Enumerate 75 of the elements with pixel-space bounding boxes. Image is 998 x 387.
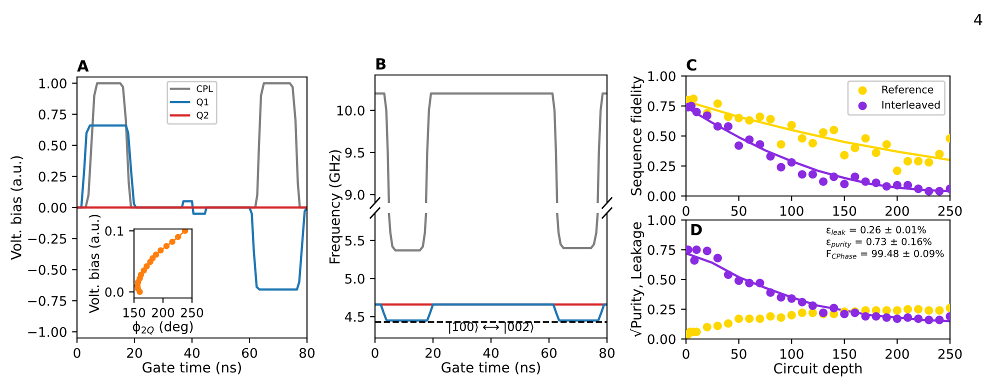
x-tick-label: 20 bbox=[127, 348, 142, 358]
y-tick-label: 0.25 bbox=[648, 161, 676, 172]
x-tick-label: 50 bbox=[731, 348, 746, 359]
x-tick-label: 0 bbox=[372, 348, 378, 358]
legend-label: Q2 bbox=[196, 112, 208, 120]
legend-label: Interleaved bbox=[882, 100, 940, 109]
x-tick-label: 250 bbox=[938, 348, 962, 359]
y-axis-title: Volt. bias (a.u.) bbox=[88, 214, 101, 314]
x-tick-label: 40 bbox=[184, 348, 200, 358]
x-tick-label: 150 bbox=[833, 206, 856, 216]
x-axis-title: ϕ$_{2Q}$ (deg) bbox=[132, 321, 193, 335]
legend-label: Q1 bbox=[196, 98, 208, 106]
y-axis-title: Frequency (GHz) bbox=[329, 150, 343, 264]
y-tick-label: −1.00 bbox=[28, 327, 66, 337]
y-tick-label: 4.5 bbox=[344, 312, 364, 322]
y-tick-label: 0.25 bbox=[648, 304, 676, 314]
chart-title: B bbox=[376, 58, 386, 70]
y-axis-title: √Purity, Leakage bbox=[630, 222, 644, 338]
y-tick-label: 0.00 bbox=[648, 334, 676, 344]
y-tick-label: 9.5 bbox=[345, 148, 364, 158]
y-tick-label: 0.75 bbox=[648, 101, 676, 112]
y-tick-label: 0.75 bbox=[648, 244, 676, 255]
y-tick-label: 0.50 bbox=[648, 131, 676, 142]
chart-title: D bbox=[691, 224, 702, 236]
x-tick-label: 20 bbox=[426, 348, 441, 358]
y-tick-label: 5.0 bbox=[345, 274, 364, 284]
x-tick-label: 80 bbox=[300, 348, 315, 358]
y-tick-label: 1.00 bbox=[648, 215, 676, 226]
x-tick-label: 250 bbox=[938, 206, 962, 216]
annotation: ε$_{leak}$ = 0.26 ± 0.01% bbox=[826, 226, 926, 235]
x-tick-label: 100 bbox=[780, 206, 804, 216]
annotation: F$_{CPhase}$ = 99.48 ± 0.09% bbox=[826, 250, 944, 259]
y-tick-label: 1.00 bbox=[648, 71, 676, 82]
legend-label: Reference bbox=[882, 85, 934, 94]
x-tick-label: 200 bbox=[886, 206, 909, 216]
y-tick-label: 0.0 bbox=[105, 287, 124, 297]
x-tick-label: 80 bbox=[600, 348, 615, 358]
y-tick-label: 0.00 bbox=[38, 202, 66, 213]
y-tick-label: −0.50 bbox=[28, 264, 66, 275]
x-tick-label: 150 bbox=[833, 348, 856, 359]
x-tick-label: 0 bbox=[682, 206, 690, 216]
ref-line-label: |100⟩ ⟷ |002⟩ bbox=[449, 322, 534, 334]
y-tick-label: 0.75 bbox=[38, 110, 66, 120]
x-axis-title: Circuit depth bbox=[774, 362, 862, 376]
x-tick-label: 50 bbox=[731, 206, 746, 216]
y-tick-label: 1.00 bbox=[39, 78, 66, 88]
text: 4 bbox=[974, 14, 982, 26]
chart-title: A bbox=[77, 60, 89, 72]
y-tick-label: 0.50 bbox=[648, 274, 676, 285]
y-tick-label: 10.0 bbox=[337, 106, 364, 116]
annotation: ε$_{purity}$ = 0.73 ± 0.16% bbox=[826, 238, 932, 248]
x-tick-label: 150 bbox=[123, 308, 146, 318]
x-tick-label: 40 bbox=[483, 348, 499, 358]
y-tick-label: 9.0 bbox=[345, 190, 364, 200]
y-tick-label: 5.5 bbox=[345, 236, 364, 246]
x-tick-label: 0 bbox=[74, 348, 80, 358]
x-axis-title: Gate time (ns) bbox=[442, 362, 540, 374]
x-axis-title: Gate time (ns) bbox=[142, 362, 241, 374]
x-tick-label: 250 bbox=[180, 308, 204, 318]
y-tick-label: 0.50 bbox=[38, 140, 66, 151]
legend-label: CPL bbox=[196, 85, 213, 92]
x-tick-label: 200 bbox=[152, 308, 174, 318]
x-tick-label: 200 bbox=[886, 348, 909, 359]
chart-title: C bbox=[686, 59, 696, 71]
y-tick-label: 0.1 bbox=[105, 226, 124, 236]
y-tick-label: −0.25 bbox=[28, 234, 66, 244]
x-tick-label: 60 bbox=[542, 348, 557, 358]
x-tick-label: 100 bbox=[780, 348, 804, 359]
y-axis-title: Volt. bias (a.u.) bbox=[10, 156, 24, 260]
x-tick-label: 60 bbox=[242, 348, 258, 358]
y-axis-title: Sequence fidelity bbox=[630, 76, 644, 196]
x-tick-label: 0 bbox=[682, 348, 690, 359]
y-tick-label: 0.00 bbox=[648, 191, 676, 202]
y-tick-label: 0.25 bbox=[38, 172, 66, 182]
y-tick-label: −0.75 bbox=[28, 296, 66, 306]
